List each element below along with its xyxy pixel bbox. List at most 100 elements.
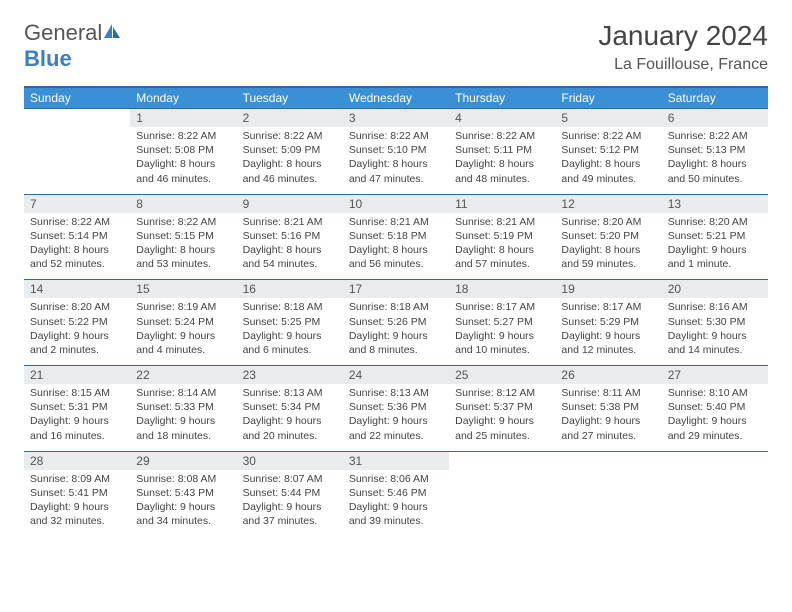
day-number: 6 [662,109,768,128]
day-number: 18 [449,280,555,299]
day-number [24,109,130,128]
day-number: 2 [237,109,343,128]
day-cell: Sunrise: 8:21 AMSunset: 5:19 PMDaylight:… [449,213,555,280]
sunrise-text: Sunrise: 8:21 AM [349,215,443,229]
day-number: 17 [343,280,449,299]
daylight-text: Daylight: 8 hours and 48 minutes. [455,157,549,185]
sunset-text: Sunset: 5:43 PM [136,486,230,500]
sunset-text: Sunset: 5:46 PM [349,486,443,500]
day-cell: Sunrise: 8:16 AMSunset: 5:30 PMDaylight:… [662,298,768,365]
sunrise-text: Sunrise: 8:20 AM [30,300,124,314]
day-cell: Sunrise: 8:22 AMSunset: 5:13 PMDaylight:… [662,127,768,194]
daylight-text: Daylight: 9 hours and 25 minutes. [455,414,549,442]
day-number: 1 [130,109,236,128]
sunset-text: Sunset: 5:36 PM [349,400,443,414]
sunrise-text: Sunrise: 8:09 AM [30,472,124,486]
sunrise-text: Sunrise: 8:22 AM [349,129,443,143]
day-number: 3 [343,109,449,128]
sunrise-text: Sunrise: 8:10 AM [668,386,762,400]
sunset-text: Sunset: 5:18 PM [349,229,443,243]
weekday-header-row: Sunday Monday Tuesday Wednesday Thursday… [24,87,768,109]
sunrise-text: Sunrise: 8:21 AM [243,215,337,229]
daylight-text: Daylight: 8 hours and 52 minutes. [30,243,124,271]
daylight-text: Daylight: 9 hours and 29 minutes. [668,414,762,442]
day-number: 30 [237,451,343,470]
day-number-row: 21222324252627 [24,366,768,385]
calendar-table: Sunday Monday Tuesday Wednesday Thursday… [24,86,768,536]
logo-sail-icon [102,22,122,40]
sunrise-text: Sunrise: 8:13 AM [243,386,337,400]
daylight-text: Daylight: 9 hours and 22 minutes. [349,414,443,442]
sunrise-text: Sunrise: 8:06 AM [349,472,443,486]
day-cell: Sunrise: 8:12 AMSunset: 5:37 PMDaylight:… [449,384,555,451]
logo: GeneralBlue [24,20,122,72]
day-cell [662,470,768,537]
day-content-row: Sunrise: 8:15 AMSunset: 5:31 PMDaylight:… [24,384,768,451]
logo-text-general: General [24,20,102,45]
sunrise-text: Sunrise: 8:16 AM [668,300,762,314]
sunrise-text: Sunrise: 8:15 AM [30,386,124,400]
day-content-row: Sunrise: 8:09 AMSunset: 5:41 PMDaylight:… [24,470,768,537]
title-block: January 2024 La Fouillouse, France [598,20,768,74]
daylight-text: Daylight: 9 hours and 6 minutes. [243,329,337,357]
daylight-text: Daylight: 9 hours and 16 minutes. [30,414,124,442]
sunset-text: Sunset: 5:10 PM [349,143,443,157]
day-cell: Sunrise: 8:08 AMSunset: 5:43 PMDaylight:… [130,470,236,537]
sunrise-text: Sunrise: 8:17 AM [455,300,549,314]
day-number [555,451,661,470]
day-number-row: 14151617181920 [24,280,768,299]
day-cell: Sunrise: 8:22 AMSunset: 5:09 PMDaylight:… [237,127,343,194]
day-number: 15 [130,280,236,299]
day-number: 5 [555,109,661,128]
day-cell [555,470,661,537]
daylight-text: Daylight: 9 hours and 12 minutes. [561,329,655,357]
daylight-text: Daylight: 8 hours and 46 minutes. [243,157,337,185]
sunrise-text: Sunrise: 8:22 AM [136,215,230,229]
sunrise-text: Sunrise: 8:21 AM [455,215,549,229]
day-number: 24 [343,366,449,385]
daylight-text: Daylight: 9 hours and 14 minutes. [668,329,762,357]
sunset-text: Sunset: 5:22 PM [30,315,124,329]
daylight-text: Daylight: 9 hours and 27 minutes. [561,414,655,442]
weekday-header: Saturday [662,87,768,109]
day-number: 19 [555,280,661,299]
sunset-text: Sunset: 5:31 PM [30,400,124,414]
sunset-text: Sunset: 5:13 PM [668,143,762,157]
sunset-text: Sunset: 5:38 PM [561,400,655,414]
daylight-text: Daylight: 9 hours and 2 minutes. [30,329,124,357]
sunset-text: Sunset: 5:11 PM [455,143,549,157]
day-number: 20 [662,280,768,299]
daylight-text: Daylight: 8 hours and 49 minutes. [561,157,655,185]
day-number: 12 [555,194,661,213]
sunrise-text: Sunrise: 8:18 AM [349,300,443,314]
header: GeneralBlue January 2024 La Fouillouse, … [24,20,768,74]
day-number-row: 78910111213 [24,194,768,213]
day-number: 27 [662,366,768,385]
sunset-text: Sunset: 5:12 PM [561,143,655,157]
day-cell: Sunrise: 8:20 AMSunset: 5:22 PMDaylight:… [24,298,130,365]
day-number: 29 [130,451,236,470]
sunset-text: Sunset: 5:16 PM [243,229,337,243]
weekday-header: Tuesday [237,87,343,109]
sunrise-text: Sunrise: 8:11 AM [561,386,655,400]
daylight-text: Daylight: 9 hours and 4 minutes. [136,329,230,357]
sunset-text: Sunset: 5:24 PM [136,315,230,329]
sunset-text: Sunset: 5:09 PM [243,143,337,157]
daylight-text: Daylight: 9 hours and 10 minutes. [455,329,549,357]
day-number: 8 [130,194,236,213]
sunset-text: Sunset: 5:08 PM [136,143,230,157]
day-cell: Sunrise: 8:21 AMSunset: 5:18 PMDaylight:… [343,213,449,280]
day-number: 28 [24,451,130,470]
day-cell: Sunrise: 8:17 AMSunset: 5:27 PMDaylight:… [449,298,555,365]
daylight-text: Daylight: 9 hours and 34 minutes. [136,500,230,528]
daylight-text: Daylight: 9 hours and 37 minutes. [243,500,337,528]
sunset-text: Sunset: 5:44 PM [243,486,337,500]
location: La Fouillouse, France [598,56,768,74]
weekday-header: Thursday [449,87,555,109]
sunset-text: Sunset: 5:20 PM [561,229,655,243]
day-number: 9 [237,194,343,213]
day-cell: Sunrise: 8:20 AMSunset: 5:21 PMDaylight:… [662,213,768,280]
day-cell: Sunrise: 8:22 AMSunset: 5:12 PMDaylight:… [555,127,661,194]
day-cell: Sunrise: 8:22 AMSunset: 5:10 PMDaylight:… [343,127,449,194]
day-cell [24,127,130,194]
